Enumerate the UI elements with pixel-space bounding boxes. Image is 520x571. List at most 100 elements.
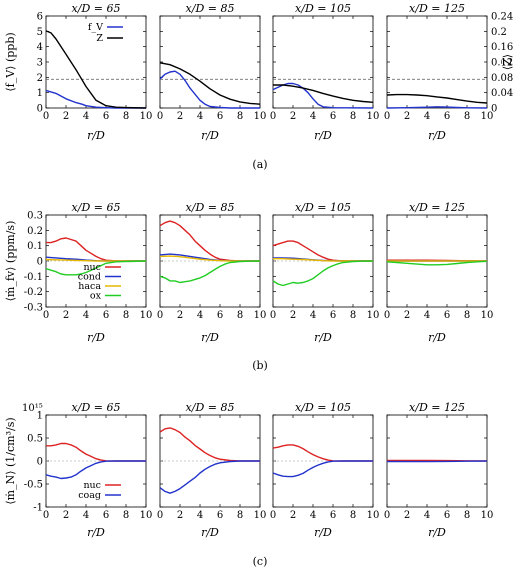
panel-title: x/D = 125 <box>409 401 465 414</box>
x-tick-label: 2 <box>404 310 410 321</box>
x-tick-label: 6 <box>103 510 109 521</box>
plot-frame <box>272 15 374 109</box>
x-axis-label: r/D <box>87 331 105 344</box>
x-axis-label: r/D <box>87 526 105 539</box>
x-tick-label: 0 <box>157 310 163 321</box>
panel-title: x/D = 65 <box>72 201 121 214</box>
panel-title: x/D = 65 <box>72 401 121 414</box>
legend-label: haca <box>78 281 101 292</box>
series-line-ox <box>386 260 488 266</box>
x-tick-label: 4 <box>197 510 203 521</box>
legend: f_VZ <box>88 22 123 44</box>
x-tick-label: 4 <box>424 111 430 122</box>
x-tick-label: 0 <box>270 310 276 321</box>
x-tick-label: 10 <box>254 510 267 521</box>
x-tick-label: 4 <box>310 510 316 521</box>
x-tick-label: 10 <box>140 510 153 521</box>
panel-2-2: x/D = 85 0 2 4 6 8 10 r/D <box>157 201 267 344</box>
x-tick-label: 4 <box>310 310 316 321</box>
x-tick-label: 2 <box>63 310 69 321</box>
y-tick-label: 0.2 <box>27 226 43 237</box>
y-tick-label: 1 <box>37 88 43 99</box>
y-right-tick-label: 0.04 <box>491 88 513 99</box>
series-line-z <box>386 93 488 104</box>
series-line-coag <box>272 460 373 478</box>
x-tick-label: 6 <box>217 310 223 321</box>
x-tick-label: 2 <box>177 510 183 521</box>
y-tick-label: 3 <box>37 58 43 69</box>
x-tick-label: 2 <box>290 310 296 321</box>
legend-label: Z <box>96 33 103 44</box>
x-tick-label: 0 <box>43 111 49 122</box>
x-tick-label: 6 <box>330 310 336 321</box>
series-line-nuc <box>272 240 373 262</box>
x-axis-label: r/D <box>201 129 219 142</box>
y-tick-label: 0 <box>37 104 43 115</box>
x-tick-label: 8 <box>464 510 470 521</box>
series-line-z <box>159 62 261 105</box>
x-tick-label: 10 <box>254 310 267 321</box>
series-line-haca <box>159 255 260 262</box>
y-tick-label: 0 <box>37 257 43 268</box>
x-tick-label: 10 <box>481 111 494 122</box>
x-tick-label: 2 <box>404 111 410 122</box>
series-line-f-v <box>386 106 488 109</box>
x-axis-label: r/D <box>314 526 332 539</box>
panel-title: x/D = 85 <box>186 2 235 15</box>
series-line-ox <box>45 260 147 276</box>
x-tick-label: 8 <box>350 510 356 521</box>
series-line-haca <box>45 258 146 262</box>
y-right-tick-label: 0.08 <box>491 73 513 84</box>
y-tick-label: 0.1 <box>27 241 43 252</box>
panel-title: x/D = 85 <box>186 401 235 414</box>
legend-label: coag <box>78 490 101 501</box>
x-tick-label: 8 <box>237 510 243 521</box>
chart-2: x/D = 65 0 2 4 6 8 10 -0.3 -0.2 -0.1 0 0.1 0.2 0.3 nuc… <box>4 201 493 372</box>
x-tick-label: 2 <box>177 111 183 122</box>
series-line-nuc <box>46 442 146 462</box>
x-axis-label: r/D <box>201 331 219 344</box>
x-tick-label: 8 <box>123 510 129 521</box>
x-tick-label: 0 <box>43 510 49 521</box>
x-tick-label: 6 <box>330 111 336 122</box>
y-tick-label: -0.3 <box>24 303 43 314</box>
y-tick-label: 6 <box>37 12 43 23</box>
legend-label: nuc <box>83 480 101 491</box>
x-tick-label: 10 <box>367 510 380 521</box>
y-tick-label: -0.2 <box>24 287 43 298</box>
x-tick-label: 6 <box>217 111 223 122</box>
panel-title: x/D = 85 <box>186 201 235 214</box>
x-tick-label: 4 <box>424 510 430 521</box>
legend-label: nuc <box>83 262 101 273</box>
series-line-nuc <box>159 427 260 462</box>
x-tick-label: 2 <box>290 510 296 521</box>
series-line-ox <box>272 260 374 287</box>
x-tick-label: 4 <box>83 510 89 521</box>
panel-3-2: x/D = 85 0 2 4 6 8 10 r/D <box>157 401 267 539</box>
x-axis-label: r/D <box>428 129 446 142</box>
x-axis-label: r/D <box>314 331 332 344</box>
series-line-ox <box>159 260 261 284</box>
x-tick-label: 10 <box>481 510 494 521</box>
x-tick-label: 2 <box>404 510 410 521</box>
y-right-tick-label: 0.24 <box>491 12 513 23</box>
panel-title: x/D = 105 <box>295 401 351 414</box>
y-tick-label: 1 <box>37 411 43 422</box>
y-tick-label: 0.5 <box>27 434 43 445</box>
legend-label: cond <box>78 272 101 283</box>
figure-caption: (a) <box>252 158 267 171</box>
x-tick-label: 0 <box>270 111 276 122</box>
x-tick-label: 10 <box>254 111 267 122</box>
x-tick-label: 4 <box>83 111 89 122</box>
y-right-tick-label: 0 <box>491 104 497 115</box>
panel-1-2: x/D = 85 0 2 4 6 8 10 r/D <box>157 2 267 142</box>
x-tick-label: 4 <box>310 111 316 122</box>
y-tick-label: 0 <box>37 457 43 468</box>
panel-2-4: x/D = 125 0 2 4 6 8 10 r/D <box>384 201 494 344</box>
x-tick-label: 2 <box>177 310 183 321</box>
